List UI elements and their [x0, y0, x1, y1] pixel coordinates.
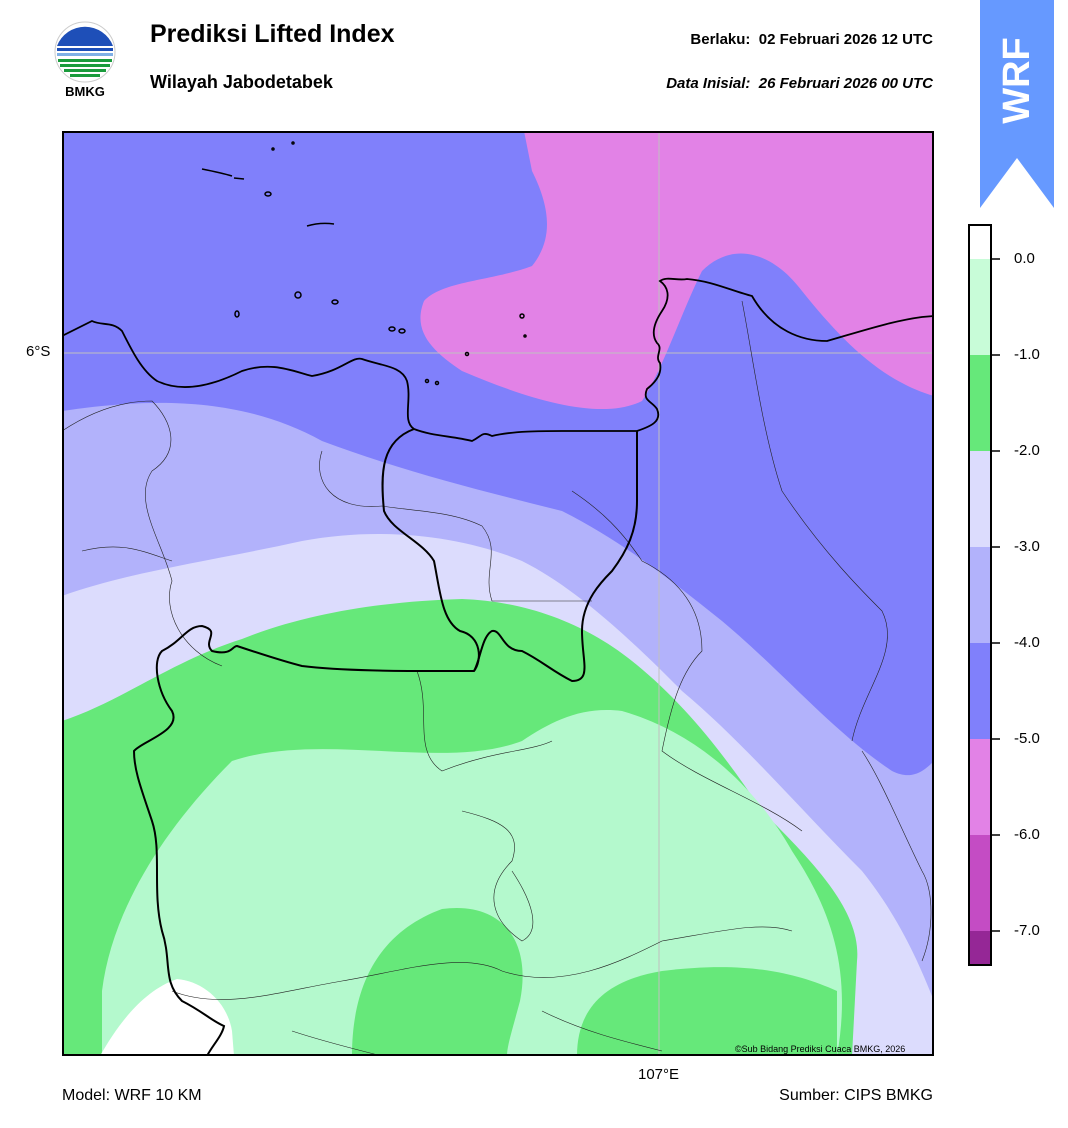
page-title: Prediksi Lifted Index — [150, 20, 395, 48]
longitude-label: 107°E — [638, 1066, 680, 1083]
colorbar-segment — [968, 259, 992, 355]
wrf-badge: WRF — [980, 0, 1054, 160]
init-time: Data Inisial: 26 Februari 2026 00 UTC — [666, 75, 933, 92]
colorbar-tick-label: -6.0 — [1014, 826, 1040, 843]
logo-text: BMKG — [65, 84, 105, 99]
colorbar-tick-label: -2.0 — [1014, 442, 1040, 459]
zone-li-1-2-inner-b — [577, 967, 837, 1056]
source-label: Sumber: CIPS BMKG — [779, 1087, 933, 1104]
colorbar — [968, 224, 992, 966]
wrf-arrow-icon — [980, 0, 1054, 208]
map-credit: ©Sub Bidang Prediksi Cuaca BMKG, 2026 — [735, 1044, 906, 1054]
colorbar-segment — [968, 451, 992, 547]
colorbar-segment — [968, 224, 992, 259]
colorbar-tick-label: -4.0 — [1014, 634, 1040, 651]
colorbar-segment — [968, 355, 992, 451]
colorbar-ticks — [992, 258, 1000, 932]
latitude-label: 6°S — [26, 343, 51, 360]
colorbar-segment — [968, 835, 992, 931]
lifted-index-map — [62, 131, 934, 1056]
valid-time: Berlaku: 02 Februari 2026 12 UTC — [690, 31, 933, 48]
wrf-label: WRF — [995, 36, 1038, 124]
colorbar-tick-label: -1.0 — [1014, 346, 1040, 363]
colorbar-tick-label: -7.0 — [1014, 922, 1040, 939]
colorbar-segment — [968, 739, 992, 835]
bmkg-logo-icon: BMKG — [52, 20, 118, 100]
colorbar-segment — [968, 931, 992, 966]
colorbar-segment — [968, 547, 992, 643]
model-label: Model: WRF 10 KM — [62, 1087, 202, 1104]
page-subtitle: Wilayah Jabodetabek — [150, 72, 333, 92]
colorbar-segment — [968, 643, 992, 739]
zone-li-1-2-inner-a — [352, 907, 523, 1056]
colorbar-tick-label: 0.0 — [1014, 250, 1035, 267]
zone-li-5-6 — [420, 131, 934, 410]
zone-li-0-1 — [102, 710, 842, 1056]
colorbar-tick-label: -5.0 — [1014, 730, 1040, 747]
colorbar-tick-label: -3.0 — [1014, 538, 1040, 555]
